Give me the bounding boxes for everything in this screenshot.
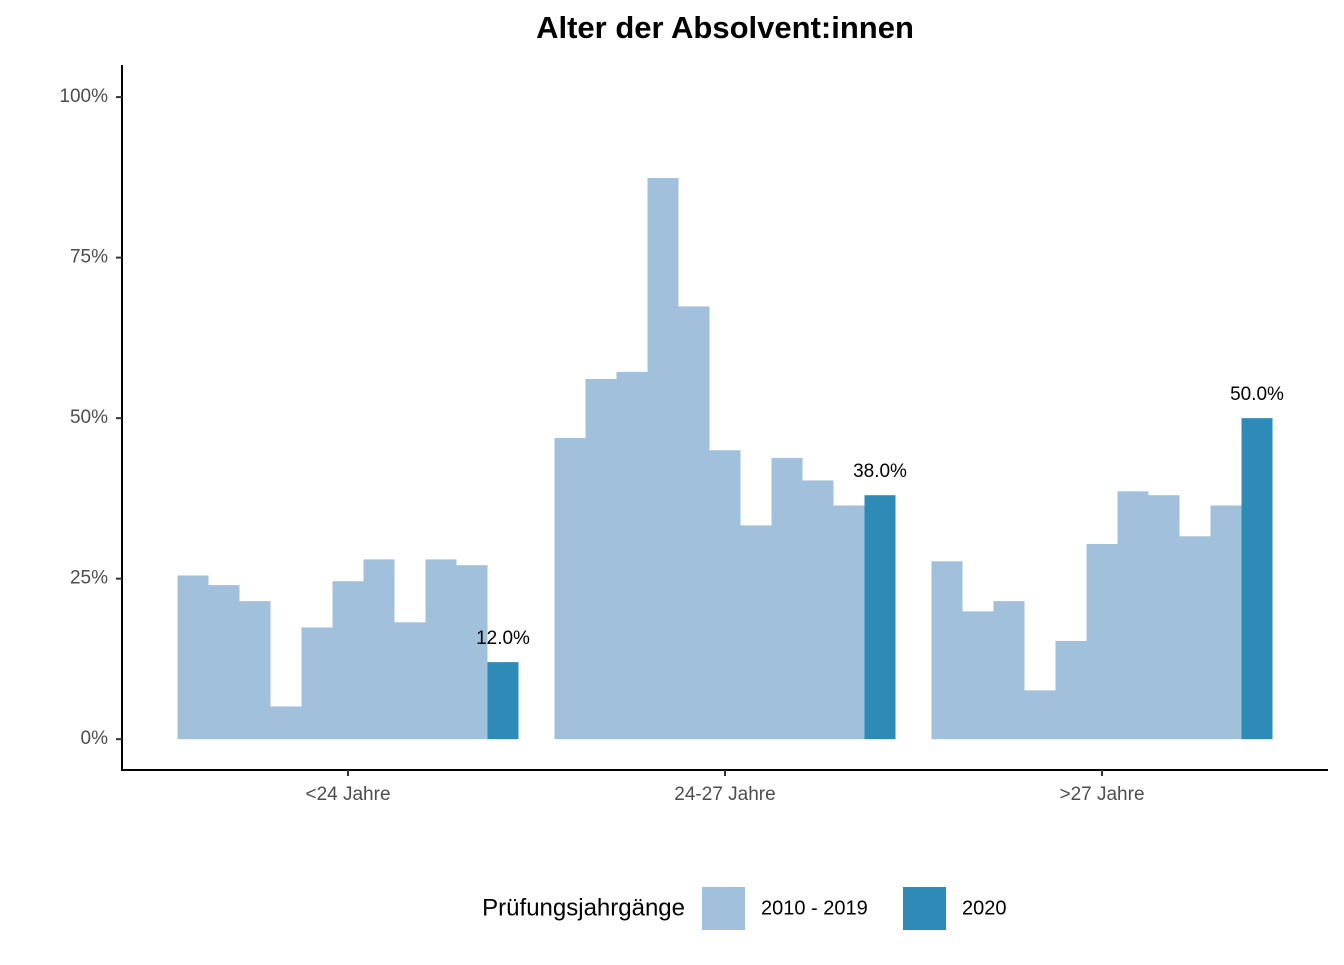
legend-key [903,887,946,930]
bar [487,662,519,740]
x-tick-label: >27 Jahre [1059,784,1144,805]
bar [363,559,395,740]
bar [678,306,710,740]
bar [1086,543,1118,740]
bar [833,505,865,740]
bar [177,575,209,740]
bar [332,581,364,740]
x-tick-label: <24 Jahre [305,784,390,805]
bar [647,178,679,740]
bar [802,480,834,740]
bar [425,559,457,740]
bar [962,611,994,740]
data-label: 50.0% [1230,384,1284,405]
bar [1210,505,1242,740]
bar [270,706,302,740]
chart-title: Alter der Absolvent:innen [536,10,914,45]
y-tick-label: 25% [70,568,108,589]
bar [585,378,617,740]
data-label: 12.0% [476,628,530,649]
bar [931,561,963,740]
bar [1241,418,1273,740]
bar [394,622,426,740]
legend-label: 2020 [962,897,1007,919]
y-tick-label: 50% [70,407,108,428]
data-label: 38.0% [853,461,907,482]
bar [993,601,1025,740]
x-tick-label: 24-27 Jahre [674,784,775,805]
bar [616,371,648,740]
legend-key [702,887,745,930]
y-tick-label: 75% [70,247,108,268]
bar [1024,690,1056,740]
bar [301,627,333,740]
legend-label: 2010 - 2019 [761,897,868,919]
bar [709,450,741,740]
bar [1055,640,1087,740]
bar [554,438,586,740]
bar [864,495,896,740]
bar [740,525,772,740]
bar [771,457,803,740]
bar [1117,491,1149,740]
legend-title: Prüfungsjahrgänge [482,894,685,921]
y-tick-label: 100% [59,86,108,107]
bar [1179,536,1211,740]
y-tick-label: 0% [81,728,109,749]
bar [208,585,240,740]
bar [239,601,271,740]
bar [456,565,488,740]
bar [1148,495,1180,740]
